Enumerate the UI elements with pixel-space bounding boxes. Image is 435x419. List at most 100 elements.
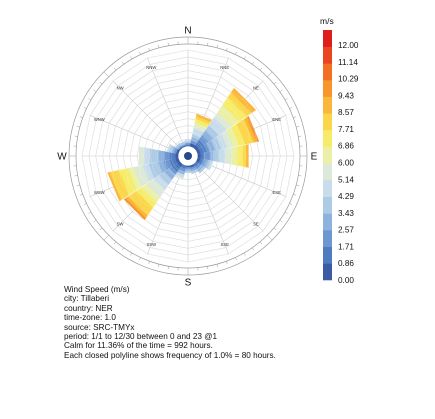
petal-segment	[240, 145, 244, 167]
petal-segment	[227, 147, 232, 165]
frame-tick	[296, 125, 300, 128]
direction-label-wsw: WSW	[94, 190, 105, 195]
frame-tick	[103, 235, 109, 241]
petal-segment	[152, 149, 156, 163]
frame-tick	[226, 261, 228, 265]
frequency-ring-overlay	[109, 77, 267, 235]
frame-tick	[76, 184, 80, 187]
colorbar-tick-label: 4.29	[338, 192, 354, 201]
petal-nne	[189, 113, 212, 148]
colorbar-band	[323, 263, 332, 281]
direction-label-ene: ENE	[272, 117, 281, 122]
petal-rim	[184, 139, 192, 142]
frame-tick	[296, 184, 300, 187]
direction-label-sse: SSE	[221, 242, 230, 247]
petal-segment	[158, 150, 162, 162]
petal-rim	[107, 171, 122, 202]
frame-tick	[74, 135, 78, 137]
frame-tick	[243, 56, 246, 60]
frame-tick	[99, 81, 103, 85]
petal-segment	[197, 153, 202, 159]
frequency-ring	[95, 63, 281, 249]
frame-tick	[157, 264, 160, 268]
frame-tick	[289, 203, 293, 205]
petal-segment	[206, 151, 211, 161]
frame-tick	[226, 47, 228, 51]
petal-segment	[218, 149, 223, 163]
colorbar-band	[323, 246, 332, 264]
colorbar-band	[323, 146, 332, 164]
petal-segment	[149, 148, 153, 164]
petal-segment	[166, 151, 170, 161]
petal-ene	[196, 115, 260, 155]
petal-rim	[207, 160, 214, 171]
direction-label-nnw: NNW	[146, 65, 156, 70]
info-panel: Wind Speed (m/s) city: Tillaberi country…	[64, 285, 276, 360]
cardinal-label-e: E	[311, 152, 318, 163]
frame-tick	[273, 227, 277, 231]
frequency-ring-overlay	[95, 63, 281, 249]
frame-tick	[113, 67, 117, 71]
frequency-ring	[88, 56, 288, 256]
petal-segment	[185, 141, 191, 144]
colorbar-band	[323, 180, 332, 197]
frequency-ring	[102, 70, 274, 242]
frame-tick	[121, 247, 124, 251]
frame-tick	[298, 175, 302, 177]
direction-label-nw: NW	[117, 86, 124, 91]
frequency-ring-overlay	[122, 90, 254, 222]
petal-rim	[123, 197, 147, 221]
colorbar-band	[323, 96, 332, 114]
frame-tick	[93, 89, 97, 92]
cardinal-label-n: N	[184, 26, 191, 37]
speed-colorbar: m/s 12.00 11.14 10.29 9.43 8.57 7.71 6.86 6.00 5.…	[320, 16, 359, 285]
frame-tick	[298, 135, 302, 137]
colorbar-tick-label: 3.43	[338, 209, 354, 218]
frame-tick	[273, 81, 277, 85]
frequency-ring-overlay	[164, 132, 212, 180]
petal-segment	[185, 167, 191, 170]
frame-tick	[148, 261, 150, 265]
frame-tick	[74, 175, 78, 177]
direction-label-ne: NE	[253, 86, 259, 91]
frame-tick	[252, 247, 255, 251]
petal-ese	[196, 157, 214, 171]
petal-ne	[193, 87, 257, 151]
frame-tick	[284, 211, 288, 214]
colorbar-band	[323, 63, 332, 81]
petal-sse	[189, 164, 199, 175]
frame-tick	[216, 44, 219, 48]
petal-segment	[200, 152, 205, 160]
frequency-ring-overlay	[129, 97, 247, 215]
colorbar-tick-label: 2.57	[338, 226, 354, 235]
petal-nw	[174, 142, 183, 151]
frame-tick	[289, 107, 293, 109]
frame-tick	[157, 44, 160, 48]
colorbar-title: m/s	[320, 16, 334, 26]
frequency-ring-overlay	[157, 125, 219, 187]
petal-rim	[179, 141, 186, 146]
info-period: period: 1/1 to 12/30 between 0 and 23 @1	[64, 332, 218, 342]
petal-segment	[231, 146, 235, 166]
petal-segment	[185, 142, 191, 145]
frequency-ring-overlay	[170, 138, 206, 174]
frame-tick	[235, 51, 237, 55]
petal-rim	[138, 146, 142, 166]
petal-segment	[234, 146, 238, 166]
petal-rim	[196, 113, 212, 123]
frequency-ring-overlay	[136, 104, 240, 208]
info-calm: Calm for 11.36% of the time = 992 hours.	[64, 341, 213, 351]
colorbar-tick-label: 0.00	[338, 276, 354, 285]
frame-tick	[88, 98, 92, 101]
petal-nnw	[179, 141, 187, 148]
frame-tick	[79, 116, 83, 118]
frame-tick	[279, 89, 283, 92]
petal-se	[193, 161, 206, 174]
petal-rim	[246, 144, 249, 168]
frequency-ring-overlay	[102, 70, 274, 242]
petal-segment	[172, 152, 176, 160]
frame-tick	[83, 203, 87, 205]
colorbar-tick-label: 1.71	[338, 242, 354, 251]
colorbar-band	[323, 213, 332, 231]
